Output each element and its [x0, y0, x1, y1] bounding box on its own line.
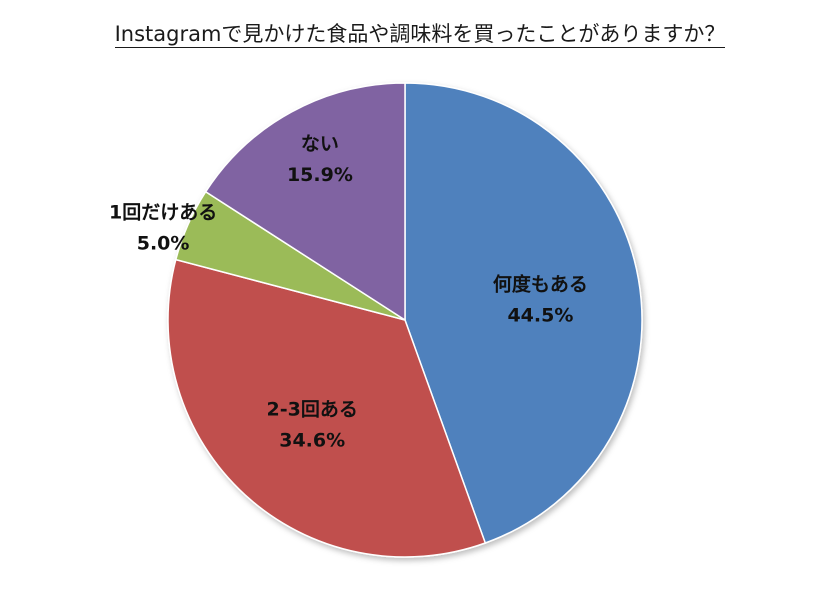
slice-label-3: 1回だけある: [109, 202, 217, 224]
slice-label-1: 何度もある: [493, 272, 588, 295]
chart-title: Instagramで見かけた食品や調味料を買ったことがありますか？: [0, 18, 840, 48]
chart-title-text: Instagramで見かけた食品や調味料を買ったことがありますか？: [114, 22, 726, 48]
slice-value-label-1: 44.5%: [507, 304, 573, 326]
slice-value-label-4: 15.9%: [287, 164, 353, 186]
pie-slice-1: [404, 82, 643, 544]
pie-slice-2: [167, 258, 487, 558]
pie-slice-4: [204, 82, 406, 322]
slice-value-label-3: 5.0%: [137, 233, 190, 255]
slice-label-4: ない: [301, 133, 339, 155]
slice-label-2: 2-3回ある: [267, 398, 358, 420]
slice-value-label-2: 34.6%: [279, 429, 345, 451]
